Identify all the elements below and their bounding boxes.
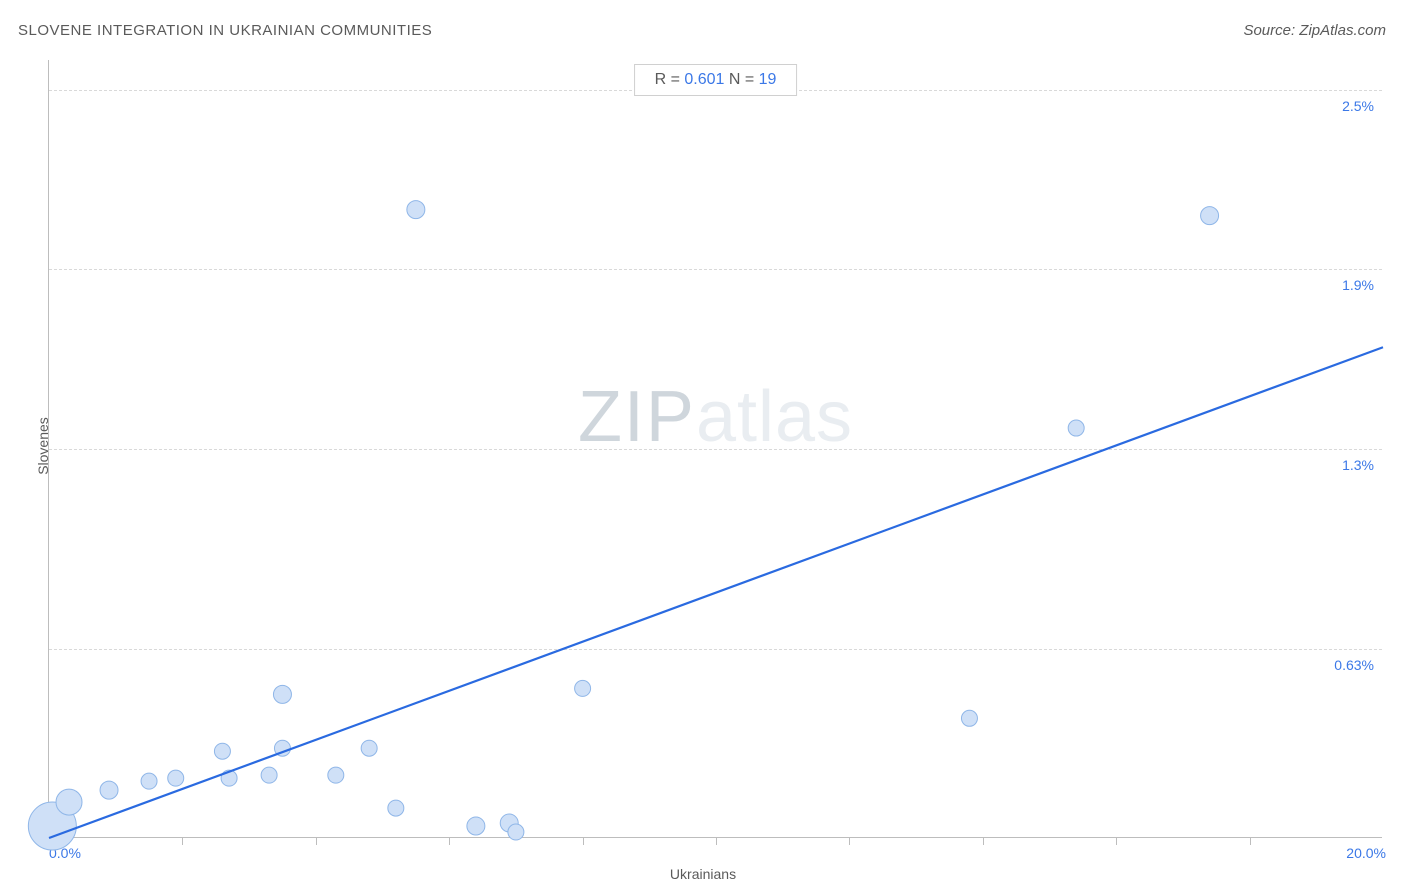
x-axis-label: Ukrainians (670, 866, 736, 882)
data-point (141, 773, 157, 789)
data-point (361, 740, 377, 756)
data-point (388, 800, 404, 816)
chart-svg (49, 60, 1382, 837)
plot-area: ZIPatlas R = 0.601 N = 19 0.63%1.3%1.9%2… (48, 60, 1382, 838)
data-point (1201, 207, 1219, 225)
data-point (961, 710, 977, 726)
data-point (214, 743, 230, 759)
data-point (100, 781, 118, 799)
data-point (467, 817, 485, 835)
x-tick (1250, 837, 1251, 845)
data-point (273, 685, 291, 703)
data-point (575, 680, 591, 696)
data-point (1068, 420, 1084, 436)
source-attribution: Source: ZipAtlas.com (1243, 22, 1386, 39)
x-tick (849, 837, 850, 845)
x-tick (983, 837, 984, 845)
trend-line (49, 347, 1383, 838)
data-point (261, 767, 277, 783)
r-value: 0.601 (684, 71, 724, 88)
data-point (407, 201, 425, 219)
x-tick (182, 837, 183, 845)
x-tick (583, 837, 584, 845)
x-end-label: 20.0% (1346, 845, 1386, 861)
x-tick (716, 837, 717, 845)
stats-box: R = 0.601 N = 19 (634, 64, 798, 96)
chart-title: SLOVENE INTEGRATION IN UKRAINIAN COMMUNI… (18, 22, 432, 39)
data-point (328, 767, 344, 783)
data-point (168, 770, 184, 786)
x-tick (316, 837, 317, 845)
x-tick (449, 837, 450, 845)
n-label: N = (724, 71, 758, 88)
x-tick (1116, 837, 1117, 845)
data-point (508, 824, 524, 840)
r-label: R = (655, 71, 685, 88)
data-point (56, 789, 82, 815)
n-value: 19 (759, 71, 777, 88)
